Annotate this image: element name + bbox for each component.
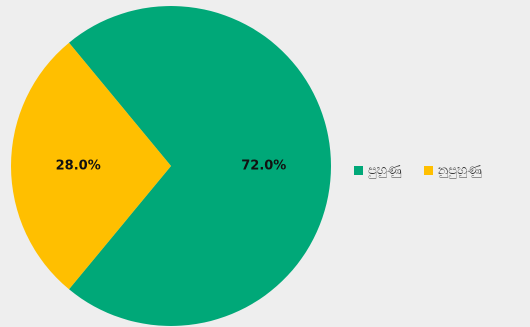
legend-swatch-untrained — [423, 166, 433, 175]
pie-slice-trained[interactable] — [69, 5, 332, 326]
pie-slice-untrained[interactable] — [10, 42, 171, 290]
pie-value-labels: 72.0% 28.0% — [56, 159, 287, 174]
legend-item-untrained[interactable]: නුපුහුණු — [423, 163, 482, 178]
legend-swatch-trained — [354, 166, 363, 175]
pie-value-label-trained: 72.0% — [241, 159, 286, 174]
legend-item-trained[interactable]: පුහුණු — [354, 163, 402, 178]
pie-slices — [10, 5, 332, 326]
legend-label-trained: පුහුණු — [368, 163, 402, 178]
chart-legend: පුහුණු නුපුහුණු — [354, 163, 482, 178]
pie-value-label-untrained: 28.0% — [56, 159, 101, 174]
legend-label-untrained: නුපුහුණු — [437, 163, 482, 178]
